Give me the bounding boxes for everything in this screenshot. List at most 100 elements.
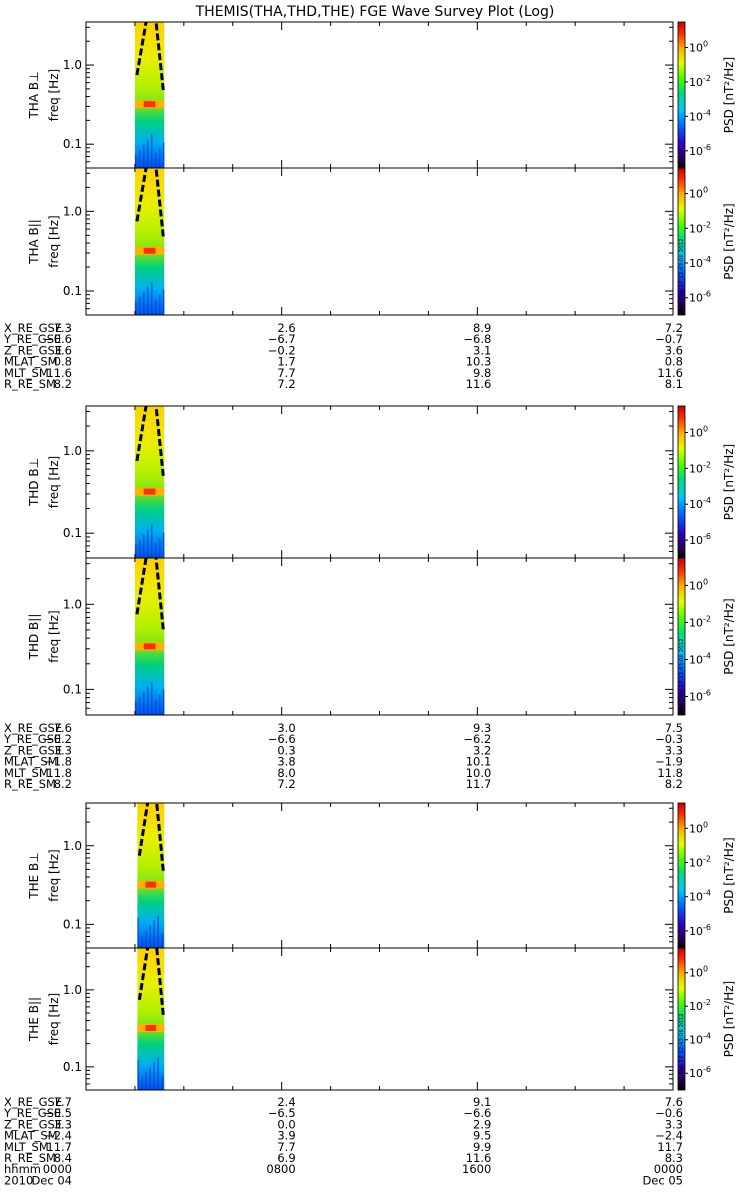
colorbar: 100 10-2 10-4 10-6 PSD [nT²/Hz]: [677, 405, 736, 559]
start-date-label: Dec 04: [31, 1173, 72, 1187]
plot-title: THEMIS(THA,THD,THE) FGE Wave Survey Plot…: [195, 4, 555, 20]
ephemeris-value: 7.2: [277, 377, 295, 391]
peak-band-core: [143, 488, 156, 495]
colorbar-tick-label: 10-6: [689, 143, 711, 158]
colorbar: 100 10-2 10-4 10-6 PSD [nT²/Hz]: [677, 21, 736, 169]
spectrogram-data-block: [134, 406, 165, 558]
ephemeris-label: MLAT_SM: [4, 1129, 58, 1143]
ephemeris-value: −0.2: [268, 343, 296, 357]
freq-ylabel: freq [Hz]: [47, 610, 61, 662]
time-tick-label: 0000: [43, 1162, 72, 1176]
colorbar-label: PSD [nT²/Hz]: [722, 981, 736, 1057]
ephemeris-value: 3.6: [54, 343, 72, 357]
colorbar-scale: [677, 557, 686, 716]
ephemeris-value: 3.8: [277, 755, 295, 769]
colorbar-tick-label: 10-6: [689, 688, 711, 703]
freq-axis-ticks: [85, 406, 674, 559]
ephemeris-value: 3.2: [473, 743, 491, 757]
ephemeris-value: 11.6: [657, 366, 683, 380]
panel-frame: [85, 557, 674, 716]
colorbar-label: PSD [nT²/Hz]: [722, 57, 736, 133]
colorbar-tick-label: 100: [689, 577, 708, 592]
colorbar-tick-label: 10-2: [689, 854, 711, 869]
gyrofrequency-curve-right: [155, 802, 165, 871]
colorbar-label: PSD [nT²/Hz]: [722, 203, 736, 279]
spectrogram-texture: [134, 281, 165, 315]
colorbar-tick-label: 10-2: [689, 460, 711, 475]
ephemeris-value: −0.7: [655, 332, 683, 346]
colorbar-tick-label: 10-4: [689, 496, 711, 511]
ephemeris-value: 3.3: [665, 743, 683, 757]
ephemeris-value: 10.1: [466, 755, 492, 769]
colorbar-tick-label: 10-4: [689, 889, 711, 904]
colorbar-label: PSD [nT²/Hz]: [722, 444, 736, 520]
ephemeris-value: 6.9: [277, 1151, 295, 1165]
ephemeris-value: 11.8: [46, 766, 72, 780]
ephemeris-value: −6.7: [268, 332, 296, 346]
panel-frame: [85, 405, 674, 559]
spectrogram-panel: 1.0 0.1 THA B⊥ freq [Hz] 100 10-2 10-4 10-6 PSD …: [27, 21, 736, 169]
colorbar-tick-label: 10-4: [689, 651, 711, 666]
gyrofrequency-curve-left: [135, 167, 148, 222]
ephemeris-value: 0.8: [54, 355, 72, 369]
ephemeris-value: 2.4: [277, 1095, 295, 1109]
ephemeris-value: 7.6: [665, 1095, 683, 1109]
ephemeris-value: −0.2: [44, 732, 72, 746]
freq-axis-ticks: [85, 168, 674, 316]
ephemeris-label: Y_RE_GSE: [3, 732, 61, 746]
freq-tick-label: 0.1: [63, 1060, 82, 1074]
ephemeris-label: MLT_SM: [4, 766, 49, 780]
ephemeris-value: 9.8: [473, 366, 491, 380]
ephemeris-value: −0.6: [655, 1106, 683, 1120]
freq-tick-label: 1.0: [63, 204, 82, 218]
ephemeris-value: 11.7: [657, 1140, 683, 1154]
time-tick-label: 0800: [266, 1162, 295, 1176]
ephemeris-value: 9.1: [473, 1095, 491, 1109]
panel-frame: [85, 21, 674, 169]
spectrogram-texture: [134, 524, 165, 558]
colorbar-tick-label: 10-6: [689, 532, 711, 547]
gyrofrequency-curve-right: [154, 557, 165, 630]
ephemeris-value: 7.5: [665, 721, 683, 735]
colorbar-tick-label: 100: [689, 965, 708, 980]
freq-tick-label: 1.0: [63, 58, 82, 72]
peak-band-core: [145, 881, 157, 888]
ephemeris-value: 8.3: [665, 1151, 683, 1165]
colorbar-scale: [677, 167, 686, 316]
colorbar-label: PSD [nT²/Hz]: [722, 837, 736, 913]
ephemeris-value: 9.5: [473, 1129, 491, 1143]
ephemeris-value: −1.9: [655, 755, 683, 769]
freq-tick-label: 1.0: [63, 983, 82, 997]
spectrogram-panels: 1.0 0.1 THA B⊥ freq [Hz] 100 10-2 10-4 10-6 PSD …: [27, 21, 736, 1091]
ephemeris-value: 3.6: [665, 343, 683, 357]
ephemeris-label: MLT_SM: [4, 366, 49, 380]
ephemeris-value: 0.0: [277, 1117, 295, 1131]
freq-tick-label: 0.1: [63, 917, 82, 931]
freq-tick-label: 0.1: [63, 682, 82, 696]
ephemeris-label: R_RE_SM: [4, 777, 56, 791]
freq-tick-label: 0.1: [63, 137, 82, 151]
colorbar-tick-label: 100: [689, 186, 708, 201]
colorbar-scale: [677, 802, 686, 949]
gyrofrequency-curve-right: [155, 947, 165, 1016]
peak-band-core: [143, 101, 156, 108]
colorbar-tick-label: 10-6: [689, 290, 711, 305]
spectrogram-texture: [134, 681, 165, 715]
panel-frame: [85, 167, 674, 316]
colorbar-tick-label: 10-4: [689, 108, 711, 123]
ephemeris-label: X_RE_GSE: [4, 1095, 62, 1109]
peak-band-core: [143, 247, 156, 254]
ephemeris-value: −6.6: [463, 1106, 491, 1120]
ephemeris-value: −6.5: [268, 1106, 296, 1120]
ephemeris-value: 8.2: [54, 377, 72, 391]
gyrofrequency-curve-right: [154, 21, 165, 91]
spectrogram-texture: [134, 134, 165, 168]
year-label: 2010: [4, 1173, 33, 1187]
panel-ylabel: THA B⊥: [27, 71, 41, 119]
ephemeris-value: 3.3: [54, 743, 72, 757]
freq-ylabel: freq [Hz]: [47, 69, 61, 121]
ephemeris-value: 2.6: [277, 321, 295, 335]
